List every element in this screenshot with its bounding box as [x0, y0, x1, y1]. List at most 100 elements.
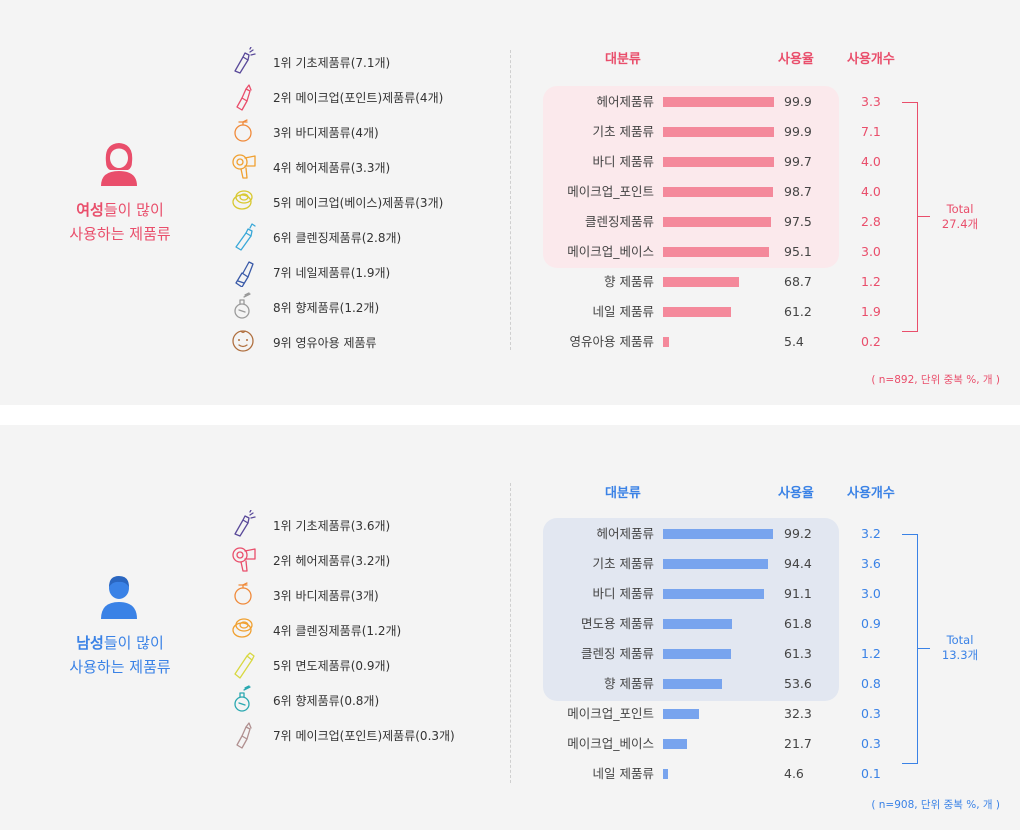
count-value: 0.3 [861, 736, 881, 751]
ranking-label: 9위 영유아용 제품류 [273, 335, 377, 350]
usage-bar [663, 559, 768, 569]
total-line1: Total [946, 633, 974, 647]
category-label: 면도용 제품류 [581, 616, 654, 631]
nail-polish-icon [230, 259, 256, 287]
usage-bar [663, 97, 774, 107]
rate-value: 61.8 [784, 616, 812, 631]
count-value: 0.1 [861, 766, 881, 781]
chart-row: 향 제품류 68.7 1.2 [540, 267, 900, 297]
ranking-label: 1위 기초제품류(7.1개) [273, 55, 391, 70]
highlight-box [543, 518, 839, 701]
count-value: 1.2 [861, 646, 881, 661]
ranking-item: 3위 바디제품류(4개) [230, 117, 379, 147]
ranking-label: 1위 기초제품류(3.6개) [273, 518, 391, 533]
count-value: 4.0 [861, 184, 881, 199]
ranking-item: 6위 클렌징제품류(2.8개) [230, 222, 401, 252]
rate-value: 95.1 [784, 244, 812, 259]
ranking-item: 3위 바디제품류(3개) [230, 580, 379, 610]
caption-line2: 사용하는 제품류 [69, 225, 171, 243]
chart-row: 면도용 제품류 61.8 0.9 [540, 609, 900, 639]
ranking-item: 6위 향제품류(0.8개) [230, 685, 379, 715]
usage-bar [663, 739, 688, 749]
ranking-item: 9위 영유아용 제품류 [230, 327, 377, 357]
rate-value: 91.1 [784, 586, 812, 601]
bracket-tick [918, 216, 930, 217]
category-label: 메이크업_포인트 [567, 706, 654, 721]
cleansing-bottle-icon [230, 223, 256, 251]
count-value: 3.0 [861, 244, 881, 259]
usage-bar [663, 709, 699, 719]
caption-rest: 들이 많이 [103, 634, 164, 652]
chart-row: 영유아용 제품류 5.4 0.2 [540, 327, 900, 357]
category-label: 클렌징제품류 [584, 214, 654, 229]
count-value: 3.6 [861, 556, 881, 571]
chart-row: 바디 제품류 91.1 3.0 [540, 579, 900, 609]
category-label: 영유아용 제품류 [569, 334, 654, 349]
rate-value: 53.6 [784, 676, 812, 691]
chart-row: 메이크업_포인트 32.3 0.3 [540, 699, 900, 729]
chart-row: 바디 제품류 99.7 4.0 [540, 147, 900, 177]
total-line2: 13.3개 [941, 648, 979, 662]
category-label: 헤어제품류 [596, 94, 654, 109]
usage-bar [663, 589, 765, 599]
usage-bar [663, 157, 774, 167]
chart-row: 기초 제품류 99.9 7.1 [540, 117, 900, 147]
count-value: 3.3 [861, 94, 881, 109]
category-label: 향 제품류 [604, 676, 654, 691]
ranking-label: 3위 바디제품류(4개) [273, 125, 379, 140]
chart-row: 메이크업_포인트 98.7 4.0 [540, 177, 900, 207]
ranking-item: 5위 메이크업(베이스)제품류(3개) [230, 187, 443, 217]
highlight-box [543, 86, 839, 268]
body-bottle-icon [230, 582, 256, 608]
count-value: 0.9 [861, 616, 881, 631]
ranking-item: 8위 향제품류(1.2개) [230, 292, 379, 322]
rate-value: 61.2 [784, 304, 812, 319]
category-label: 기초 제품류 [592, 124, 654, 139]
usage-bar [663, 337, 669, 347]
usage-bar [663, 277, 740, 287]
ranking-item: 2위 메이크업(포인트)제품류(4개) [230, 82, 443, 112]
woman-icon [101, 143, 137, 186]
lipstick-icon [230, 722, 256, 749]
count-value: 4.0 [861, 154, 881, 169]
category-label: 메이크업_포인트 [567, 184, 654, 199]
shaving-tube-icon [230, 652, 256, 679]
total-line2: 27.4개 [941, 217, 979, 231]
ranking-item: 5위 면도제품류(0.9개) [230, 650, 390, 680]
total-bracket [902, 534, 918, 764]
total-bracket [902, 102, 918, 332]
header-count: 사용개수 [847, 486, 895, 501]
rate-value: 97.5 [784, 214, 812, 229]
ranking-label: 6위 향제품류(0.8개) [273, 693, 380, 708]
ranking-label: 5위 메이크업(베이스)제품류(3개) [273, 195, 444, 210]
count-value: 3.0 [861, 586, 881, 601]
rate-value: 21.7 [784, 736, 812, 751]
hair-dryer-icon [230, 154, 256, 180]
ranking-item: 1위 기초제품류(7.1개) [230, 47, 390, 77]
category-label: 바디 제품류 [592, 154, 654, 169]
caption-rest: 들이 많이 [103, 201, 164, 219]
ranking-label: 5위 면도제품류(0.9개) [273, 658, 391, 673]
ranking-label: 7위 네일제품류(1.9개) [273, 265, 391, 280]
count-value: 0.3 [861, 706, 881, 721]
ranking-label: 3위 바디제품류(3개) [273, 588, 379, 603]
chart-row: 클렌징제품류 97.5 2.8 [540, 207, 900, 237]
usage-bar [663, 187, 773, 197]
chart-row: 기초 제품류 94.4 3.6 [540, 549, 900, 579]
rate-value: 99.2 [784, 526, 812, 541]
rate-value: 32.3 [784, 706, 812, 721]
category-label: 네일 제품류 [592, 766, 654, 781]
ranking-item: 4위 헤어제품류(3.3개) [230, 152, 390, 182]
category-label: 메이크업_베이스 [567, 244, 654, 259]
caption-line2: 사용하는 제품류 [69, 658, 171, 676]
rate-value: 94.4 [784, 556, 812, 571]
chart-row: 헤어제품류 99.2 3.2 [540, 519, 900, 549]
ranking-item: 2위 헤어제품류(3.2개) [230, 545, 390, 575]
rate-value: 4.6 [784, 766, 804, 781]
header-rate: 사용율 [778, 486, 814, 501]
usage-bar [663, 217, 772, 227]
sample-note: ( n=908, 단위 중복 %, 개 ) [871, 799, 1000, 811]
count-value: 1.9 [861, 304, 881, 319]
compact-icon [230, 189, 256, 215]
hair-dryer-icon [230, 547, 256, 573]
